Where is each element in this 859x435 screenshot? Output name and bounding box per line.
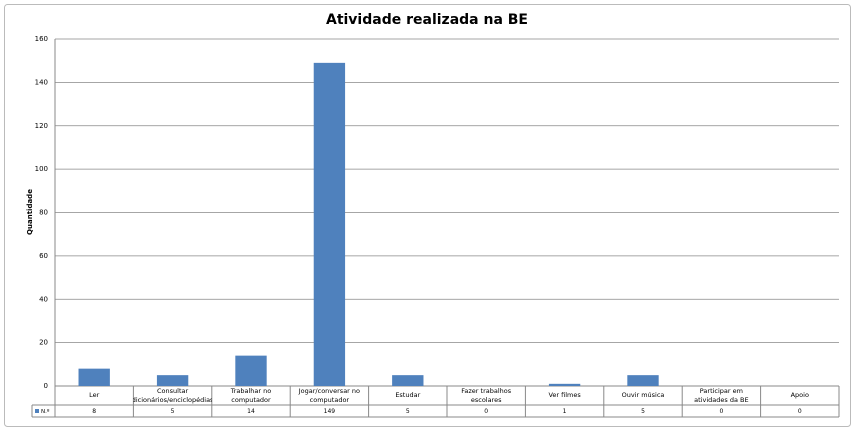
table-value: 5 bbox=[641, 408, 645, 415]
y-tick-label: 100 bbox=[35, 165, 48, 173]
table-value: 1 bbox=[563, 408, 567, 415]
legend-key bbox=[35, 409, 39, 413]
x-tick-label-box: Jogar/conversar no computador bbox=[298, 387, 361, 404]
table-value: 5 bbox=[406, 408, 410, 415]
table-value: 149 bbox=[324, 408, 336, 415]
table-value: 14 bbox=[247, 408, 255, 415]
x-tick-label-box: Fazer trabalhos escolares bbox=[461, 387, 512, 404]
y-tick-label: 140 bbox=[35, 78, 48, 86]
y-tick-label: 0 bbox=[44, 382, 48, 390]
x-tick-label: Apoio bbox=[790, 391, 809, 400]
x-tick-label-box: Apoio bbox=[790, 391, 809, 400]
table-value: 0 bbox=[484, 408, 488, 415]
x-tick-label: Ouvir música bbox=[621, 391, 665, 400]
x-tick-label: Trabalhar no computador bbox=[230, 387, 272, 404]
x-tick-label: Ver filmes bbox=[548, 391, 581, 400]
bar bbox=[78, 368, 110, 386]
y-tick-label: 120 bbox=[35, 122, 48, 130]
legend-label: N.º bbox=[41, 408, 50, 415]
y-tick-label: 160 bbox=[35, 35, 48, 43]
x-tick-label: Ler bbox=[89, 391, 100, 400]
x-tick-label-box: Trabalhar no computador bbox=[230, 387, 272, 404]
y-tick-label: 20 bbox=[39, 339, 48, 347]
table-value: 0 bbox=[798, 408, 802, 415]
x-tick-label-box: Participar em atividades da BE bbox=[694, 387, 749, 404]
table-value: 0 bbox=[719, 408, 723, 415]
x-tick-label: Jogar/conversar no computador bbox=[298, 387, 361, 404]
y-tick-label: 40 bbox=[39, 295, 48, 303]
y-tick-label: 60 bbox=[39, 252, 48, 260]
chart-frame bbox=[4, 4, 851, 427]
table-value: 5 bbox=[171, 408, 175, 415]
bar bbox=[627, 375, 659, 386]
chart-title: Atividade realizada na BE bbox=[326, 12, 528, 28]
bar bbox=[235, 355, 267, 386]
x-tick-label-box: Estudar bbox=[395, 391, 421, 400]
y-tick-label: 80 bbox=[39, 209, 48, 217]
x-tick-label-box: Ler bbox=[89, 391, 100, 400]
y-axis-title: Quantidade bbox=[26, 189, 34, 235]
bar bbox=[548, 383, 581, 386]
x-tick-label: Estudar bbox=[395, 391, 421, 400]
x-tick-label-box: Ver filmes bbox=[548, 391, 581, 400]
table-value: 8 bbox=[92, 408, 96, 415]
x-tick-label-box: Consultar dicionários/enciclopédias bbox=[133, 387, 212, 404]
x-tick-label: Participar em atividades da BE bbox=[694, 387, 749, 404]
x-tick-label-box: Ouvir música bbox=[621, 391, 665, 400]
bar bbox=[156, 375, 189, 386]
bar bbox=[313, 62, 346, 386]
bar bbox=[392, 375, 424, 386]
x-tick-label: Consultar dicionários/enciclopédias bbox=[133, 387, 212, 404]
x-tick-label: Fazer trabalhos escolares bbox=[461, 387, 512, 404]
